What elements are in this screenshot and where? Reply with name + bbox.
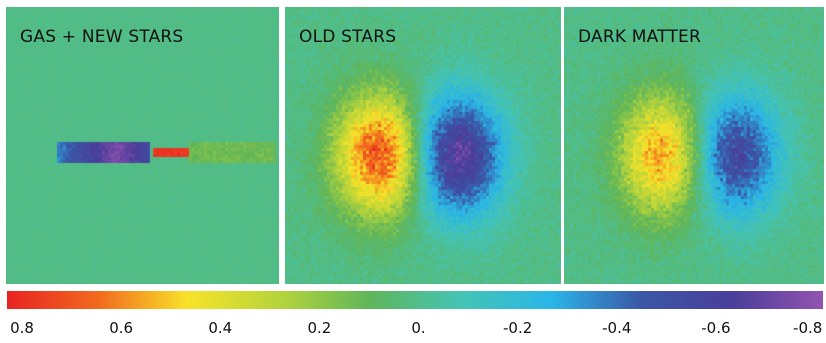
panel-image [285, 7, 561, 284]
colorbar-tick: -0.8 [793, 319, 823, 337]
panel-gas-new-stars: GAS + NEW STARS [6, 7, 279, 284]
colorbar-tick: 0.2 [307, 319, 332, 337]
colorbar-tick: 0. [411, 319, 426, 337]
panel-image [564, 7, 824, 284]
colorbar-tick: -0.6 [701, 319, 731, 337]
colorbar-tick: 0.6 [109, 319, 134, 337]
colorbar [6, 290, 824, 310]
panel-label: DARK MATTER [578, 27, 701, 47]
panel-label: GAS + NEW STARS [20, 27, 184, 47]
panel-old-stars: OLD STARS [282, 7, 561, 284]
colorbar-tick: -0.4 [602, 319, 632, 337]
panel-dark-matter: DARK MATTER [561, 7, 824, 284]
colorbar-tick: 0.4 [208, 319, 233, 337]
colorbar-ticks: 0.8 0.6 0.4 0.2 0. -0.2 -0.4 -0.6 -0.8 [0, 319, 826, 343]
colorbar-tick: -0.2 [502, 319, 533, 337]
panel-image [6, 7, 279, 284]
panel-label: OLD STARS [299, 27, 397, 47]
colorbar-tick: 0.8 [10, 319, 34, 337]
